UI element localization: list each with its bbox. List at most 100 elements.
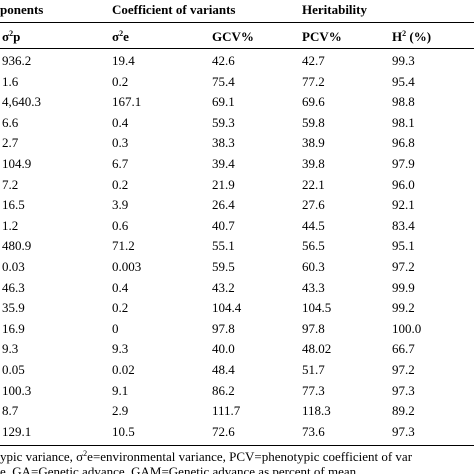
table-cell: 38.9 xyxy=(302,135,325,151)
table-cell: 0.05 xyxy=(2,362,25,377)
table-cell: 4,640.3 xyxy=(2,94,41,110)
footnote-post: e=environmental variance, PCV=phenotypic… xyxy=(87,449,413,464)
table-cell: 86.2 xyxy=(212,382,235,398)
table-cell: 42.7 xyxy=(302,53,325,68)
table-cell: 99.9 xyxy=(392,279,415,295)
table-cell: 936.2 xyxy=(2,53,32,68)
table-cell: 48.02 xyxy=(302,341,332,357)
table-cell: 66.7 xyxy=(392,341,415,357)
table-cell: 97.3 xyxy=(392,382,415,398)
table-cell: 95.1 xyxy=(392,238,415,254)
footnote-sup: 2 xyxy=(83,449,88,458)
table-cell: 0.4 xyxy=(112,114,129,130)
table-cell: 40.0 xyxy=(212,341,235,357)
table-cell: 99.2 xyxy=(392,300,415,316)
table-cell: 104.5 xyxy=(302,300,332,316)
table-cell: 77.2 xyxy=(302,73,325,89)
column-header-pre: H xyxy=(392,29,403,44)
column-header-sup: 2 xyxy=(119,29,124,38)
table-cell: 111.7 xyxy=(212,403,241,419)
table-cell: 9.3 xyxy=(2,341,19,357)
table-cell: 9.1 xyxy=(112,382,129,398)
table-cell: 89.2 xyxy=(392,403,415,419)
table-cell: 118.3 xyxy=(302,403,331,419)
table-cell: 0.4 xyxy=(112,279,129,295)
table-cell: 48.4 xyxy=(212,362,235,377)
table-cell: 59.3 xyxy=(212,114,235,130)
table-cell: 97.2 xyxy=(392,259,415,274)
table-cell: 0.2 xyxy=(112,300,129,316)
column-header-pre: GCV% xyxy=(212,29,254,44)
table-cell: 1.6 xyxy=(2,73,19,89)
table-cell: 38.3 xyxy=(212,135,235,151)
table-cell: 0.2 xyxy=(112,176,129,192)
table-cell: 0.3 xyxy=(112,135,129,151)
table-cell: 56.5 xyxy=(302,238,325,254)
table-cell: 97.3 xyxy=(392,423,415,439)
table-cell: 98.8 xyxy=(392,94,415,110)
footnote-line: e. GA=Genetic advance, GAM=Genetic advan… xyxy=(0,464,357,474)
table-cell: 104.4 xyxy=(212,300,242,316)
table-cell: 2.9 xyxy=(112,403,129,419)
column-header: σ2p xyxy=(2,29,20,45)
column-header-sup: 2 xyxy=(9,29,14,38)
table-cell: 97.2 xyxy=(392,362,415,377)
table-cell: 0.6 xyxy=(112,217,129,233)
table-cell: 59.8 xyxy=(302,114,325,130)
table-cell: 75.4 xyxy=(212,73,235,89)
header-rule xyxy=(0,22,474,23)
table-cell: 100.3 xyxy=(2,382,32,398)
column-header-pre: σ xyxy=(112,29,120,44)
table-cell: 71.2 xyxy=(112,238,135,254)
table-cell: 27.6 xyxy=(302,197,325,213)
table-cell: 97.8 xyxy=(212,320,235,336)
column-header-sup: 2 xyxy=(402,29,407,38)
table-cell: 97.9 xyxy=(392,156,415,171)
table-cell: 0.2 xyxy=(112,73,129,89)
table-cell: 22.1 xyxy=(302,176,325,192)
group-header: ponents xyxy=(0,2,44,17)
table-cell: 16.9 xyxy=(2,320,25,336)
table-cell: 129.1 xyxy=(2,423,32,439)
table-cell: 100.0 xyxy=(392,320,422,336)
table-cell: 92.1 xyxy=(392,197,415,213)
table-cell: 6.7 xyxy=(112,156,129,171)
column-header-post: (%) xyxy=(406,29,432,44)
table-cell: 26.4 xyxy=(212,197,235,213)
table-cell: 40.7 xyxy=(212,217,235,233)
column-header: H2 (%) xyxy=(392,29,431,45)
column-header-pre: σ xyxy=(2,29,10,44)
table-cell: 16.5 xyxy=(2,197,25,213)
table-cell: 55.1 xyxy=(212,238,235,254)
column-header: PCV% xyxy=(302,29,342,45)
table-cell: 95.4 xyxy=(392,73,415,89)
table-cell: 7.2 xyxy=(2,176,19,192)
table-cell: 1.2 xyxy=(2,217,19,233)
header-rule xyxy=(0,48,474,49)
group-header: Coefficient of variants xyxy=(112,2,236,17)
table-cell: 72.6 xyxy=(212,423,235,439)
table-cell: 0.02 xyxy=(112,362,135,377)
table-cell: 77.3 xyxy=(302,382,325,398)
table-cell: 43.2 xyxy=(212,279,235,295)
table-cell: 19.4 xyxy=(112,53,135,68)
footnote-line: ypic variance, σ2e=environmental varianc… xyxy=(0,449,412,465)
table-cell: 0 xyxy=(112,320,119,336)
table-cell: 42.6 xyxy=(212,53,235,68)
column-header-post: p xyxy=(13,29,21,44)
table-cell: 104.9 xyxy=(2,156,32,171)
table-cell: 73.6 xyxy=(302,423,325,439)
table-cell: 21.9 xyxy=(212,176,235,192)
table-cell: 99.3 xyxy=(392,53,415,68)
table-cell: 43.3 xyxy=(302,279,325,295)
table-bottom-rule xyxy=(0,445,474,446)
column-header: σ2e xyxy=(112,29,129,45)
table-cell: 9.3 xyxy=(112,341,129,357)
group-header: Heritability xyxy=(302,2,367,17)
column-header: GCV% xyxy=(212,29,254,45)
table-cell: 83.4 xyxy=(392,217,415,233)
table-cell: 96.8 xyxy=(392,135,415,151)
table-cell: 6.6 xyxy=(2,114,19,130)
table-cell: 98.1 xyxy=(392,114,415,130)
